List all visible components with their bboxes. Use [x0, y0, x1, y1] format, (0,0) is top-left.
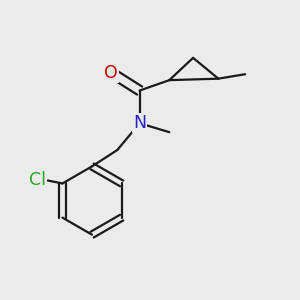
Text: N: N	[133, 114, 146, 132]
Text: Cl: Cl	[29, 172, 46, 190]
Text: O: O	[104, 64, 118, 82]
